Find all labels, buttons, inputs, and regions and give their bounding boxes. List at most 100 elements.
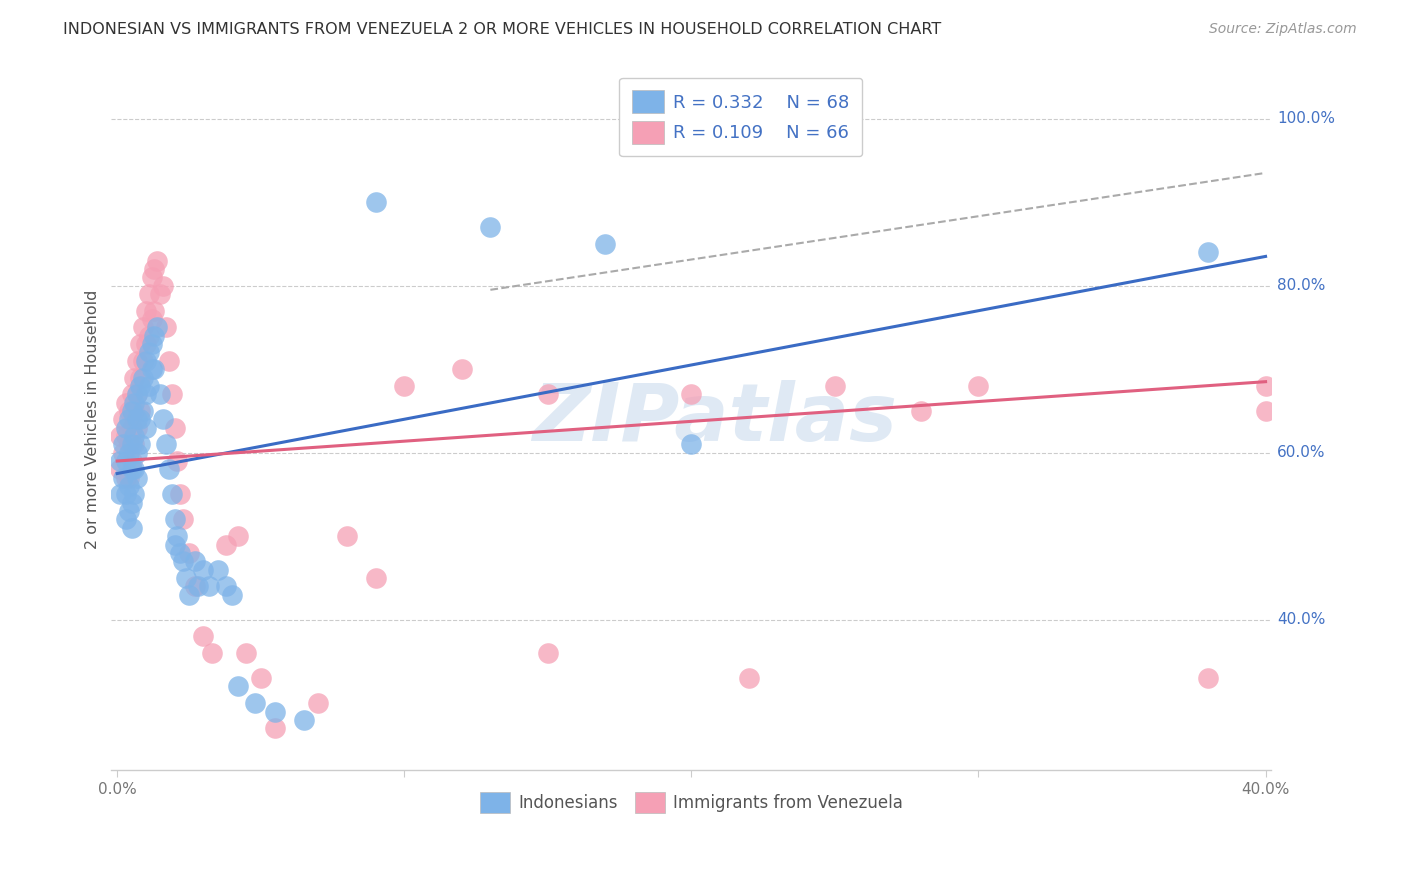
Point — [121, 462, 143, 476]
Point — [166, 529, 188, 543]
Point — [264, 721, 287, 735]
Point — [121, 454, 143, 468]
Point — [129, 404, 152, 418]
Point — [132, 370, 155, 384]
Point — [160, 487, 183, 501]
Point — [117, 471, 139, 485]
Point — [243, 696, 266, 710]
Point — [221, 588, 243, 602]
Point — [114, 420, 136, 434]
Point — [364, 571, 387, 585]
Point — [681, 387, 703, 401]
Point — [114, 512, 136, 526]
Point — [479, 220, 502, 235]
Point — [155, 437, 177, 451]
Point — [129, 370, 152, 384]
Point — [152, 412, 174, 426]
Point — [127, 412, 149, 426]
Point — [160, 387, 183, 401]
Point — [215, 579, 238, 593]
Point — [183, 554, 205, 568]
Point — [121, 387, 143, 401]
Point — [163, 420, 186, 434]
Point — [169, 487, 191, 501]
Point — [681, 437, 703, 451]
Point — [111, 471, 134, 485]
Point — [169, 546, 191, 560]
Point — [292, 713, 315, 727]
Point — [249, 671, 271, 685]
Point — [121, 437, 143, 451]
Text: ZIPatlas: ZIPatlas — [531, 380, 897, 458]
Point — [1254, 379, 1277, 393]
Point — [172, 554, 194, 568]
Text: 80.0%: 80.0% — [1277, 278, 1326, 293]
Point — [124, 395, 146, 409]
Point — [111, 437, 134, 451]
Point — [117, 437, 139, 451]
Point — [450, 362, 472, 376]
Point — [143, 328, 166, 343]
Point — [738, 671, 761, 685]
Point — [124, 404, 146, 418]
Point — [117, 404, 139, 418]
Point — [121, 496, 143, 510]
Point — [127, 387, 149, 401]
Point — [127, 387, 149, 401]
Point — [114, 454, 136, 468]
Text: INDONESIAN VS IMMIGRANTS FROM VENEZUELA 2 OR MORE VEHICLES IN HOUSEHOLD CORRELAT: INDONESIAN VS IMMIGRANTS FROM VENEZUELA … — [63, 22, 942, 37]
Point — [593, 236, 616, 251]
Point — [186, 579, 208, 593]
Point — [124, 370, 146, 384]
Point — [141, 270, 163, 285]
Point — [135, 303, 157, 318]
Point — [364, 195, 387, 210]
Point — [537, 646, 560, 660]
Point — [172, 512, 194, 526]
Point — [124, 487, 146, 501]
Point — [146, 253, 169, 268]
Point — [132, 404, 155, 418]
Point — [307, 696, 329, 710]
Point — [114, 429, 136, 443]
Point — [910, 404, 932, 418]
Y-axis label: 2 or more Vehicles in Household: 2 or more Vehicles in Household — [86, 290, 100, 549]
Point — [127, 420, 149, 434]
Point — [117, 412, 139, 426]
Point — [1197, 671, 1219, 685]
Point — [226, 680, 249, 694]
Point — [146, 320, 169, 334]
Point — [121, 404, 143, 418]
Point — [135, 337, 157, 351]
Point — [108, 429, 131, 443]
Point — [157, 462, 180, 476]
Point — [143, 362, 166, 376]
Point — [114, 395, 136, 409]
Point — [1254, 404, 1277, 418]
Text: 40.0%: 40.0% — [1277, 612, 1326, 627]
Point — [143, 262, 166, 277]
Point — [121, 521, 143, 535]
Point — [215, 537, 238, 551]
Point — [152, 278, 174, 293]
Point — [117, 504, 139, 518]
Point — [108, 462, 131, 476]
Point — [163, 512, 186, 526]
Point — [127, 353, 149, 368]
Text: Source: ZipAtlas.com: Source: ZipAtlas.com — [1209, 22, 1357, 37]
Point — [114, 471, 136, 485]
Point — [129, 379, 152, 393]
Point — [114, 487, 136, 501]
Point — [127, 471, 149, 485]
Point — [394, 379, 416, 393]
Text: 100.0%: 100.0% — [1277, 112, 1336, 126]
Point — [138, 287, 160, 301]
Point — [127, 445, 149, 459]
Point — [129, 437, 152, 451]
Point — [155, 320, 177, 334]
Point — [967, 379, 990, 393]
Point — [177, 546, 200, 560]
Point — [132, 353, 155, 368]
Point — [135, 353, 157, 368]
Point — [132, 320, 155, 334]
